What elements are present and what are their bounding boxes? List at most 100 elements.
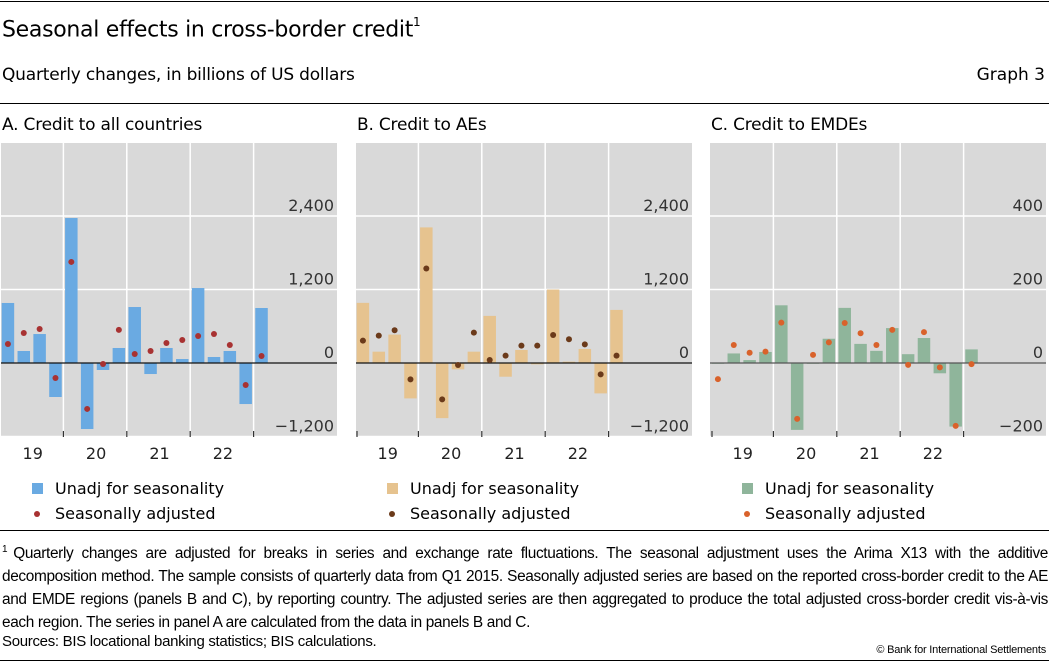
data-point — [794, 415, 801, 422]
bar — [372, 351, 386, 363]
data-point — [597, 371, 604, 378]
y-tick-label: 400 — [1012, 196, 1043, 215]
dot-swatch-icon — [389, 510, 395, 517]
data-point — [423, 265, 430, 272]
bar — [965, 349, 978, 363]
data-point — [147, 347, 154, 354]
data-point — [470, 329, 477, 336]
data-point — [179, 336, 186, 343]
data-point — [4, 341, 11, 348]
bar — [917, 338, 931, 363]
panel-c-title: C. Credit to EMDEs — [711, 115, 868, 135]
bar-swatch-icon — [742, 483, 753, 494]
dot-swatch-icon — [34, 510, 40, 517]
bar — [191, 288, 205, 363]
y-tick-label: 1,200 — [643, 270, 689, 289]
data-point — [359, 337, 366, 344]
data-point — [565, 336, 572, 343]
bar — [499, 363, 512, 377]
data-point — [100, 360, 107, 367]
bar — [467, 351, 481, 363]
data-point — [210, 331, 217, 338]
bar — [822, 338, 836, 363]
bar — [901, 354, 915, 363]
header-rule — [0, 103, 1049, 104]
legend-label: Seasonally adjusted — [410, 504, 571, 523]
data-point — [131, 350, 138, 357]
graph-number: Graph 3 — [976, 65, 1045, 85]
bar — [562, 361, 576, 363]
data-point — [952, 422, 959, 429]
page-title: Seasonal effects in cross-border credit1 — [2, 15, 421, 42]
data-point — [502, 352, 509, 359]
legend-item-adjusted: Seasonally adjusted — [738, 501, 934, 526]
data-point — [20, 329, 27, 336]
data-point — [714, 376, 721, 383]
x-tick-label: 21 — [149, 444, 169, 463]
y-tick-label: 0 — [1033, 343, 1043, 362]
data-point — [581, 341, 588, 348]
bar — [743, 360, 756, 363]
bar — [727, 353, 741, 363]
footer-rule — [0, 530, 1049, 531]
data-point — [52, 375, 59, 382]
bar — [759, 351, 772, 363]
bar — [594, 363, 607, 394]
data-point — [905, 361, 912, 368]
x-tick-label: 22 — [568, 444, 588, 463]
data-point — [550, 331, 557, 338]
bar — [176, 359, 189, 363]
data-point — [873, 341, 880, 348]
bottom-rule — [0, 660, 1049, 661]
legend-label: Unadj for seasonality — [410, 479, 580, 498]
bar — [255, 307, 268, 363]
data-point — [242, 381, 249, 388]
panel-a-legend: Unadj for seasonality Seasonally adjuste… — [28, 476, 224, 526]
y-tick-label: 0 — [324, 343, 334, 362]
bar — [33, 334, 46, 363]
bar — [790, 363, 804, 430]
footnote-marker: 1 — [2, 544, 8, 555]
data-point — [778, 319, 785, 326]
bar — [870, 350, 883, 363]
data-point — [810, 351, 817, 358]
x-tick-label: 19 — [733, 444, 753, 463]
bar — [1, 302, 15, 363]
x-tick-label: 20 — [441, 444, 461, 463]
x-tick-label: 21 — [504, 444, 524, 463]
data-point — [889, 326, 896, 333]
bar — [610, 309, 623, 363]
footnote-text: Quarterly changes are adjusted for break… — [2, 545, 1048, 632]
y-tick-label: −1,200 — [630, 417, 689, 436]
title-footnote-ref: 1 — [413, 15, 421, 29]
bar — [207, 356, 221, 363]
panel-a-chart: −1,200 0 1,200 2,400 19 20 21 22 — [1, 143, 337, 463]
bar — [420, 227, 433, 363]
data-point — [613, 352, 620, 359]
bar — [17, 350, 31, 363]
bar — [65, 218, 78, 363]
y-tick-label: 200 — [1012, 270, 1043, 289]
bar — [949, 363, 962, 427]
data-point — [439, 396, 446, 403]
data-point — [936, 364, 943, 371]
data-point — [518, 342, 525, 349]
data-point — [391, 327, 398, 334]
bar — [854, 343, 867, 363]
bar — [886, 328, 899, 363]
data-point — [534, 342, 541, 349]
data-point — [486, 356, 493, 363]
data-point — [84, 405, 91, 412]
data-point — [115, 326, 122, 333]
x-tick-label: 20 — [86, 444, 106, 463]
data-point — [163, 339, 170, 346]
data-point — [258, 353, 265, 360]
legend-label: Unadj for seasonality — [765, 479, 935, 498]
y-tick-label: 1,200 — [288, 270, 334, 289]
x-tick-label: 19 — [23, 444, 43, 463]
subtitle: Quarterly changes, in billions of US dol… — [2, 65, 355, 85]
panel-c-legend: Unadj for seasonality Seasonally adjuste… — [738, 476, 934, 526]
bar — [435, 363, 449, 419]
footnote: 1 Quarterly changes are adjusted for brea… — [2, 538, 1048, 634]
x-tick-label: 21 — [859, 444, 879, 463]
